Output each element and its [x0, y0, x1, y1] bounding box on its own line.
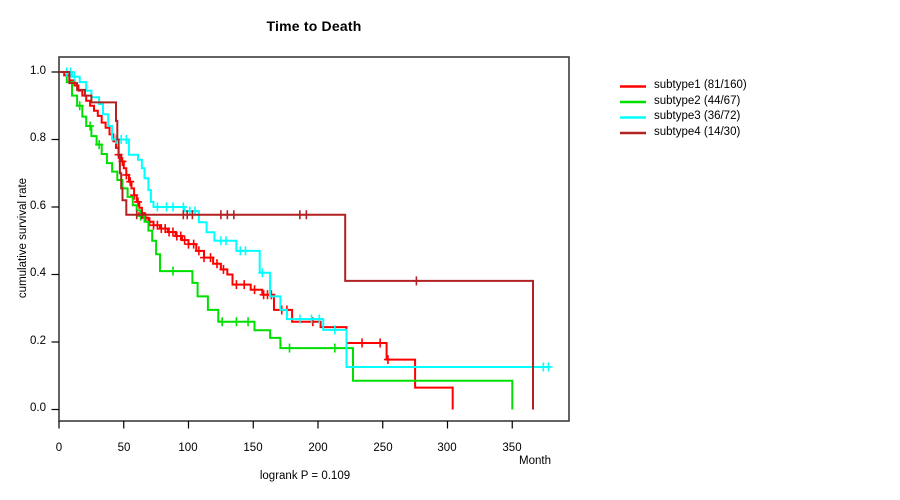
y-axis-ticks [51, 71, 59, 411]
legend-label-subtype3: subtype3 (36/72) [654, 110, 741, 122]
x-tick-label-50: 50 [117, 442, 131, 454]
y-tick-label-0.0: 0.0 [30, 402, 46, 414]
plot-box [58, 56, 570, 422]
x-tick-label-300: 300 [437, 442, 457, 454]
y-tick-label-1.0: 1.0 [30, 65, 46, 77]
x-tick-label-150: 150 [243, 442, 263, 454]
y-tick-label-0.8: 0.8 [30, 132, 46, 144]
censor-marks-subtype4 [132, 210, 421, 286]
x-tick-label-0: 0 [55, 442, 63, 454]
x-axis-ticks [58, 421, 513, 429]
legend-label-subtype2: subtype2 (44/67) [654, 95, 741, 107]
y-tick-label-0.2: 0.2 [30, 335, 46, 347]
survival-curve-subtype4 [59, 71, 534, 410]
logrank-annotation: logrank P = 0.109 [259, 470, 351, 482]
x-tick-label-350: 350 [502, 442, 522, 454]
x-tick-label-200: 200 [308, 442, 328, 454]
x-axis-label: Month [519, 455, 551, 467]
y-tick-label-0.4: 0.4 [30, 267, 46, 279]
survival-curve-subtype2 [59, 71, 514, 410]
chart-title: Time to Death [266, 18, 362, 34]
y-tick-label-0.6: 0.6 [30, 200, 46, 212]
censor-marks-subtype3 [62, 67, 553, 372]
legend-label-subtype1: subtype1 (81/160) [654, 79, 747, 91]
censor-marks-subtype1 [114, 150, 392, 365]
survival-curve-subtype3 [59, 71, 550, 368]
x-tick-label-250: 250 [373, 442, 393, 454]
x-tick-label-100: 100 [178, 442, 198, 454]
censor-marks-subtype2 [75, 101, 339, 353]
legend-label-subtype4: subtype4 (14/30) [654, 126, 741, 138]
